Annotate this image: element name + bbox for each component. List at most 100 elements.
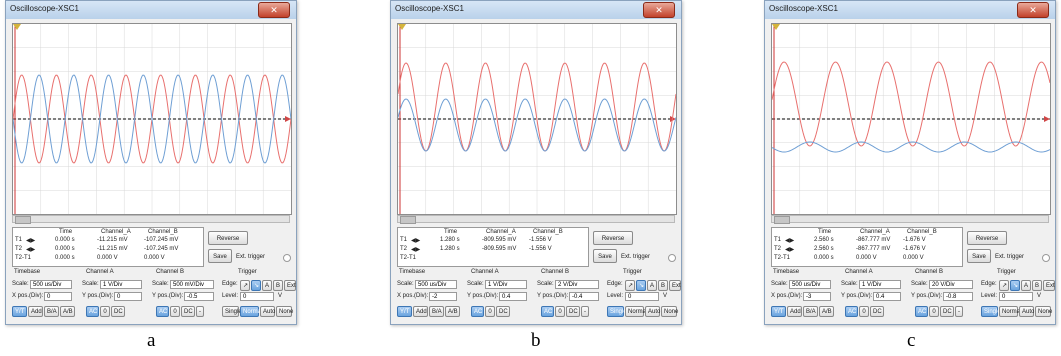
- rising-edge-button[interactable]: ↗: [999, 280, 1009, 291]
- t2-arrows-icon[interactable]: ◀▶: [785, 247, 795, 253]
- auto-button[interactable]: Auto: [645, 306, 660, 317]
- trigger-a-button[interactable]: A: [1021, 280, 1031, 291]
- timebase-scale-field[interactable]: 500 us/Div: [415, 280, 457, 289]
- t2-arrows-icon[interactable]: ◀▶: [26, 247, 36, 253]
- chb-scale-field[interactable]: 500 mV/Div: [170, 280, 214, 289]
- ab-button[interactable]: A/B: [819, 306, 834, 317]
- title-bar[interactable]: Oscilloscope-XSC1 ✕: [391, 1, 681, 19]
- cha-scale-field[interactable]: 1 V/Div: [859, 280, 901, 289]
- single-button[interactable]: Single: [981, 306, 1001, 317]
- none-button[interactable]: None: [1035, 306, 1052, 317]
- trigger-b-button[interactable]: B: [658, 280, 668, 291]
- single-button[interactable]: Single: [222, 306, 242, 317]
- cha-scale-field[interactable]: 1 V/Div: [100, 280, 142, 289]
- trigger-b-button[interactable]: B: [1032, 280, 1042, 291]
- close-button[interactable]: ✕: [643, 2, 675, 18]
- auto-button[interactable]: Auto: [260, 306, 275, 317]
- oscilloscope-screen[interactable]: [12, 23, 292, 215]
- auto-button[interactable]: Auto: [1019, 306, 1034, 317]
- chb-invert-button[interactable]: -: [581, 306, 589, 317]
- reverse-button[interactable]: Reverse: [208, 231, 248, 245]
- xpos-field[interactable]: -2: [429, 292, 457, 301]
- title-bar[interactable]: Oscilloscope-XSC1 ✕: [6, 1, 296, 19]
- cha-dc-button[interactable]: DC: [496, 306, 510, 317]
- t1-arrows-icon[interactable]: ◀▶: [411, 238, 421, 244]
- chb-zero-button[interactable]: 0: [170, 306, 180, 317]
- trigger-a-button[interactable]: A: [647, 280, 657, 291]
- cha-zero-button[interactable]: 0: [100, 306, 110, 317]
- falling-edge-button[interactable]: ↘: [251, 280, 261, 291]
- xpos-field[interactable]: -3: [803, 292, 831, 301]
- ext-trigger-radio[interactable]: [283, 254, 291, 262]
- chb-dc-button[interactable]: DC: [566, 306, 580, 317]
- chb-ypos-field[interactable]: -0.4: [569, 292, 599, 301]
- none-button[interactable]: None: [276, 306, 293, 317]
- chb-ac-button[interactable]: AC: [156, 306, 169, 317]
- horizontal-scrollbar[interactable]: [12, 215, 290, 224]
- chb-dc-button[interactable]: DC: [181, 306, 195, 317]
- add-button[interactable]: Add: [28, 306, 43, 317]
- title-bar[interactable]: Oscilloscope-XSC1 ✕: [765, 1, 1055, 19]
- t1-arrows-icon[interactable]: ◀▶: [26, 238, 36, 244]
- scroll-thumb[interactable]: [400, 216, 416, 224]
- add-button[interactable]: Add: [787, 306, 802, 317]
- chb-scale-field[interactable]: 2 V/Div: [555, 280, 599, 289]
- ba-button[interactable]: B/A: [803, 306, 818, 317]
- t1-arrows-icon[interactable]: ◀▶: [785, 238, 795, 244]
- reverse-button[interactable]: Reverse: [593, 231, 633, 245]
- level-field[interactable]: 0: [240, 292, 274, 301]
- rising-edge-button[interactable]: ↗: [625, 280, 635, 291]
- cha-ac-button[interactable]: AC: [86, 306, 99, 317]
- trigger-b-button[interactable]: B: [273, 280, 283, 291]
- ext-trigger-radio[interactable]: [668, 254, 676, 262]
- trigger-ext-button[interactable]: Ext: [669, 280, 681, 291]
- level-field[interactable]: 0: [625, 292, 659, 301]
- save-button[interactable]: Save: [208, 249, 232, 263]
- close-button[interactable]: ✕: [1017, 2, 1049, 18]
- cha-zero-button[interactable]: 0: [485, 306, 495, 317]
- level-field[interactable]: 0: [999, 292, 1033, 301]
- cha-ypos-field[interactable]: 0.4: [873, 292, 901, 301]
- cha-scale-field[interactable]: 1 V/Div: [485, 280, 527, 289]
- normal-button[interactable]: Normal: [625, 306, 647, 317]
- chb-scale-field[interactable]: 20 V/Div: [929, 280, 973, 289]
- ba-button[interactable]: B/A: [44, 306, 59, 317]
- cha-zero-button[interactable]: 0: [859, 306, 869, 317]
- oscilloscope-screen[interactable]: [397, 23, 677, 215]
- trigger-ext-button[interactable]: Ext: [284, 280, 296, 291]
- reverse-button[interactable]: Reverse: [967, 231, 1007, 245]
- ab-button[interactable]: A/B: [445, 306, 460, 317]
- ba-button[interactable]: B/A: [429, 306, 444, 317]
- chb-ypos-field[interactable]: -0.8: [943, 292, 973, 301]
- normal-button[interactable]: Normal: [240, 306, 262, 317]
- cha-ac-button[interactable]: AC: [471, 306, 484, 317]
- chb-zero-button[interactable]: 0: [929, 306, 939, 317]
- none-button[interactable]: None: [661, 306, 678, 317]
- chb-ypos-field[interactable]: -0.5: [184, 292, 214, 301]
- yt-button[interactable]: Y/T: [771, 306, 786, 317]
- add-button[interactable]: Add: [413, 306, 428, 317]
- t2-arrows-icon[interactable]: ◀▶: [411, 247, 421, 253]
- cha-ac-button[interactable]: AC: [845, 306, 858, 317]
- oscilloscope-screen[interactable]: [771, 23, 1051, 215]
- trigger-ext-button[interactable]: Ext: [1043, 280, 1055, 291]
- chb-dc-button[interactable]: DC: [940, 306, 954, 317]
- cha-dc-button[interactable]: DC: [111, 306, 125, 317]
- rising-edge-button[interactable]: ↗: [240, 280, 250, 291]
- save-button[interactable]: Save: [967, 249, 991, 263]
- cha-ypos-field[interactable]: 0.4: [499, 292, 527, 301]
- single-button[interactable]: Single: [607, 306, 627, 317]
- ext-trigger-radio[interactable]: [1042, 254, 1050, 262]
- ab-button[interactable]: A/B: [60, 306, 75, 317]
- timebase-scale-field[interactable]: 500 us/Div: [789, 280, 831, 289]
- yt-button[interactable]: Y/T: [397, 306, 412, 317]
- scroll-thumb[interactable]: [15, 216, 31, 224]
- scroll-thumb[interactable]: [774, 216, 790, 224]
- chb-zero-button[interactable]: 0: [555, 306, 565, 317]
- timebase-scale-field[interactable]: 500 us/Div: [30, 280, 72, 289]
- chb-ac-button[interactable]: AC: [915, 306, 928, 317]
- falling-edge-button[interactable]: ↘: [636, 280, 646, 291]
- normal-button[interactable]: Normal: [999, 306, 1021, 317]
- trigger-a-button[interactable]: A: [262, 280, 272, 291]
- horizontal-scrollbar[interactable]: [771, 215, 1049, 224]
